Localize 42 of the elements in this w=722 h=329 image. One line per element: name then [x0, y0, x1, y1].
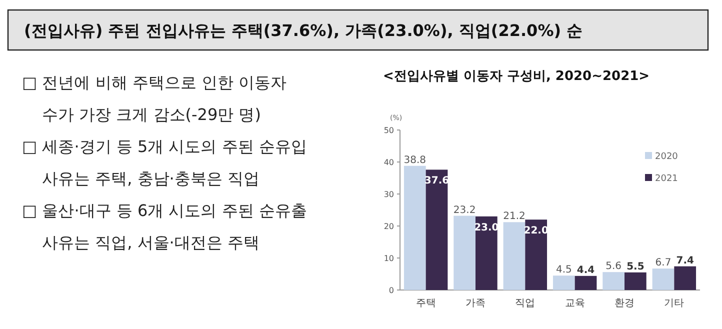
bar	[552, 276, 575, 290]
y-tick-label: 20	[384, 222, 394, 231]
y-tick-label: 0	[388, 286, 394, 295]
text: □ 전년에 비해 주택으로 인한 이동자	[22, 73, 287, 92]
data-label: 21.2	[503, 211, 526, 222]
y-tick-label: 10	[384, 254, 394, 263]
text: □ 울산·대구 등 6개 시도의 주된 순유출	[22, 201, 307, 220]
text: (전입사유) 주된 전입사유는 주택(37.6%), 가족(23.0%), 직업(22.0%) 순	[24, 21, 583, 40]
data-label: 23.2	[453, 204, 476, 216]
y-tick-label: 40	[384, 158, 394, 167]
bar	[454, 216, 476, 290]
y-tick-label: 50	[384, 126, 394, 135]
x-tick-label: 환경	[614, 298, 635, 309]
bar	[426, 170, 448, 290]
data-label: 7.4	[676, 255, 694, 266]
data-label: 4.5	[556, 264, 572, 276]
chart-title: <전입사유별 이동자 구성비, 2020~2021>	[383, 69, 650, 84]
data-label: 5.5	[626, 261, 644, 272]
x-tick-label: 직업	[515, 298, 536, 309]
x-tick-label: 교육	[564, 298, 585, 309]
data-label: 6.7	[655, 258, 672, 269]
data-label: 4.4	[576, 264, 595, 276]
text: 사유는 직업, 서울·대전은 주택	[42, 233, 260, 252]
data-label: 38.8	[404, 154, 426, 166]
x-tick-label: 기타	[664, 298, 684, 309]
legend-label: 2020	[655, 152, 678, 162]
bar	[624, 272, 646, 290]
bar	[404, 166, 426, 290]
bar	[475, 216, 498, 290]
text: 수가 가장 크게 감소(-29만 명)	[42, 105, 261, 124]
bar	[602, 272, 625, 290]
y-tick-label: 30	[384, 190, 394, 199]
bar	[503, 222, 526, 290]
x-tick-label: 주택	[416, 298, 436, 309]
bar	[674, 266, 696, 290]
x-tick-label: 가족	[465, 298, 486, 309]
legend-label: 2021	[655, 174, 678, 184]
data-label: 5.6	[606, 261, 622, 272]
text: □ 세종·경기 등 5개 시도의 주된 순유입	[22, 137, 307, 156]
bar	[574, 276, 597, 290]
bar	[652, 268, 674, 290]
text: 사유는 주택, 충남·충북은 직업	[42, 169, 260, 188]
